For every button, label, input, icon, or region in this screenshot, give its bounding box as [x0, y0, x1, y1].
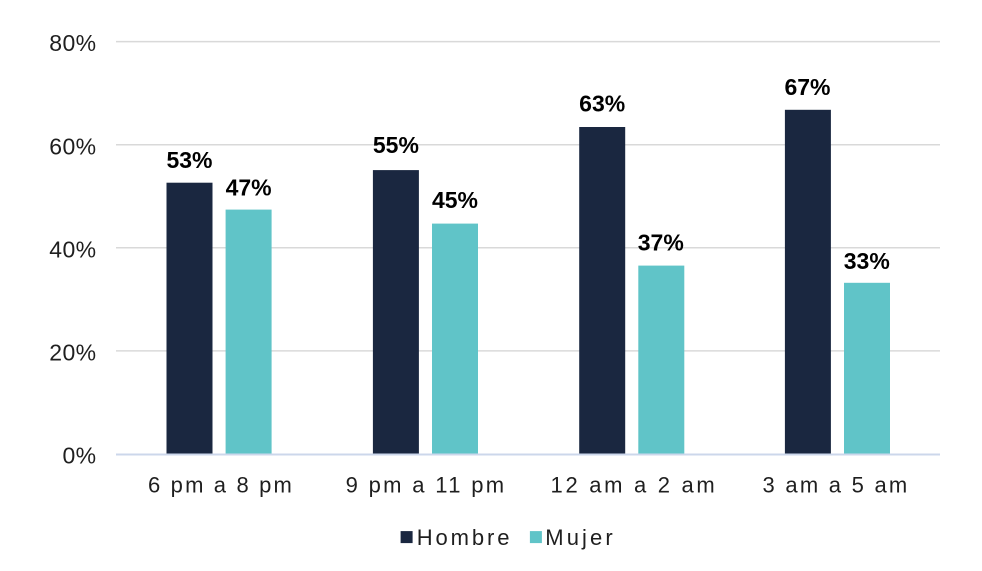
svg-text:60%: 60% — [49, 133, 96, 159]
svg-text:Hombre: Hombre — [417, 525, 513, 550]
svg-text:67%: 67% — [784, 74, 830, 100]
svg-text:3 am a 5 am: 3 am a 5 am — [762, 473, 909, 498]
svg-text:45%: 45% — [432, 187, 478, 213]
svg-text:55%: 55% — [373, 132, 419, 158]
svg-text:47%: 47% — [226, 175, 272, 201]
svg-text:63%: 63% — [579, 91, 625, 117]
svg-text:53%: 53% — [166, 147, 212, 173]
svg-text:40%: 40% — [49, 236, 96, 262]
svg-text:6 pm a 8 pm: 6 pm a 8 pm — [148, 473, 294, 498]
svg-text:0%: 0% — [62, 442, 96, 468]
svg-text:33%: 33% — [844, 248, 890, 274]
svg-text:37%: 37% — [638, 230, 684, 256]
svg-text:12 am a 2 am: 12 am a 2 am — [551, 473, 718, 498]
svg-text:Mujer: Mujer — [545, 525, 616, 550]
svg-text:20%: 20% — [49, 339, 96, 365]
svg-text:9 pm a 11 pm: 9 pm a 11 pm — [346, 473, 507, 498]
svg-text:80%: 80% — [49, 30, 96, 56]
